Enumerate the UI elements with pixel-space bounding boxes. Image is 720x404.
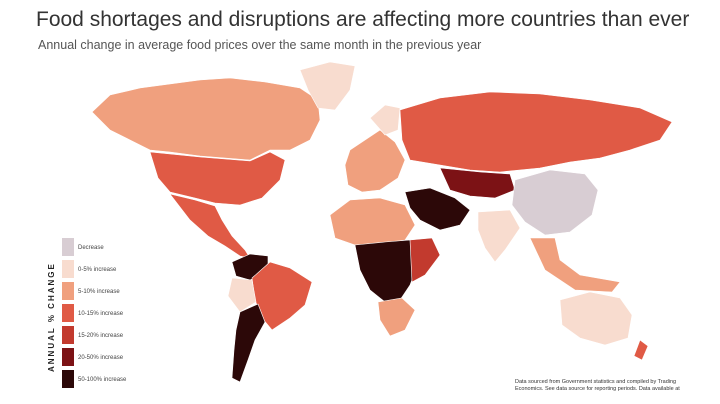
region <box>149 151 286 206</box>
legend-title: ANNUAL % CHANGE <box>47 262 56 372</box>
region <box>529 237 621 293</box>
region <box>399 91 673 173</box>
region <box>439 167 516 199</box>
legend-swatch <box>62 304 74 322</box>
region <box>377 297 416 337</box>
legend-swatch <box>62 370 74 388</box>
legend-label: 20-50% increase <box>78 355 124 361</box>
subtitle: Annual change in average food prices ove… <box>38 38 481 52</box>
region <box>559 291 633 346</box>
legend-swatch <box>62 326 74 344</box>
legend-label: 5-10% increase <box>78 289 120 295</box>
region <box>633 339 649 361</box>
legend-label: 10-15% increase <box>78 311 124 317</box>
region <box>344 129 406 193</box>
source-note: Data sourced from Government statistics … <box>515 379 676 385</box>
region <box>369 104 401 136</box>
legend-label: 0-5% increase <box>78 267 117 273</box>
title: Food shortages and disruptions are affec… <box>36 8 689 31</box>
region <box>409 237 441 283</box>
legend-swatch <box>62 282 74 300</box>
legend-label: 50-100% increase <box>78 377 127 383</box>
legend-label: 15-20% increase <box>78 333 124 339</box>
region <box>231 303 266 383</box>
region <box>299 61 356 111</box>
legend-label: Decrease <box>78 245 104 251</box>
region <box>404 187 471 231</box>
region <box>169 193 251 259</box>
legend-swatch <box>62 238 74 256</box>
region <box>91 77 321 161</box>
legend: Decrease 0-5% increase 5-10% increase 10-15… <box>62 238 127 388</box>
legend-swatch <box>62 348 74 366</box>
region <box>477 209 521 263</box>
region <box>511 169 599 236</box>
region <box>354 239 421 303</box>
region <box>329 197 416 246</box>
world-map <box>91 61 673 383</box>
legend-swatch <box>62 260 74 278</box>
source-note: Economics. See data source for reporting… <box>515 386 680 392</box>
region <box>227 277 257 313</box>
